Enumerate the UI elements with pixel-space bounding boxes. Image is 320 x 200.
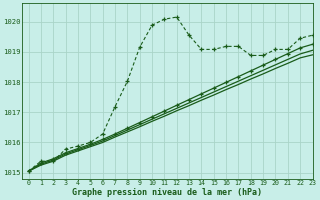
- X-axis label: Graphe pression niveau de la mer (hPa): Graphe pression niveau de la mer (hPa): [72, 188, 262, 197]
